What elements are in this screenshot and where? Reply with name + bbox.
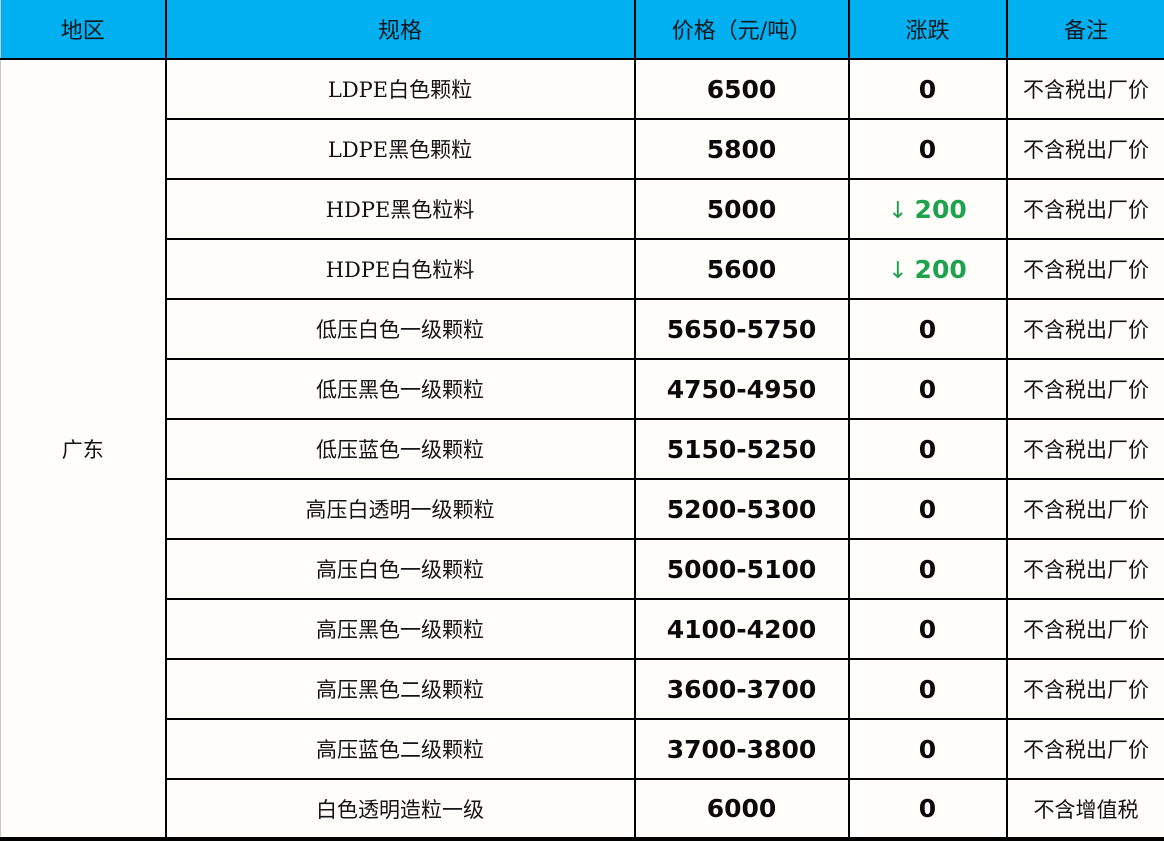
change-cell: 0	[847, 598, 1008, 660]
price-cell: 4100-4200	[633, 598, 850, 660]
change-cell: ↓ 200	[847, 238, 1008, 300]
change-value: 200	[914, 254, 967, 284]
note-cell: 不含税出厂价	[1005, 718, 1164, 780]
note-cell: 不含增值税	[1005, 778, 1164, 840]
price-cell: 4750-4950	[633, 358, 850, 420]
header-row: 地区 规格 价格（元/吨） 涨跌 备注	[0, 0, 1164, 60]
change-cell: 0	[847, 538, 1008, 600]
change-cell: 0	[847, 58, 1008, 120]
change-cell: 0	[847, 718, 1008, 780]
price-cell: 3700-3800	[633, 718, 850, 780]
column-header-note: 备注	[1005, 0, 1164, 60]
spec-cell: HDPE白色粒料	[165, 238, 636, 300]
table-row: 高压黑色一级颗粒 4100-4200 0 不含税出厂价	[1, 598, 1164, 660]
note-cell: 不含税出厂价	[1005, 358, 1164, 420]
table-body: 广东 LDPE白色颗粒 6500 0 不含税出厂价 LDPE黑色颗粒 5800 0 不含税出厂价…	[0, 58, 1164, 840]
table-row: 高压白透明一级颗粒 5200-5300 0 不含税出厂价	[1, 478, 1164, 540]
price-cell: 5000-5100	[633, 538, 850, 600]
column-header-price: 价格（元/吨）	[633, 0, 850, 60]
change-cell: 0	[847, 298, 1008, 360]
price-cell: 5650-5750	[633, 298, 850, 360]
table-row: 高压黑色二级颗粒 3600-3700 0 不含税出厂价	[1, 658, 1164, 720]
table-row: 低压白色一级颗粒 5650-5750 0 不含税出厂价	[1, 298, 1164, 360]
column-header-spec: 规格	[164, 0, 636, 60]
spec-cell: 白色透明造粒一级	[165, 778, 636, 840]
price-cell: 3600-3700	[633, 658, 850, 720]
column-header-region: 地区	[0, 0, 167, 60]
spec-cell: 低压黑色一级颗粒	[165, 358, 636, 420]
spec-cell: HDPE黑色粒料	[165, 178, 636, 240]
note-cell: 不含税出厂价	[1005, 478, 1164, 540]
spec-cell: 低压蓝色一级颗粒	[165, 418, 636, 480]
price-cell: 5150-5250	[633, 418, 850, 480]
spec-cell: 高压黑色二级颗粒	[165, 658, 636, 720]
table-row: HDPE白色粒料 5600 ↓ 200 不含税出厂价	[1, 238, 1164, 300]
table-row: LDPE黑色颗粒 5800 0 不含税出厂价	[1, 118, 1164, 180]
change-value: 200	[914, 194, 967, 224]
table-row: 白色透明造粒一级 6000 0 不含增值税	[1, 778, 1164, 840]
down-arrow-icon: ↓	[888, 257, 908, 284]
spec-cell: 高压黑色一级颗粒	[165, 598, 636, 660]
change-cell: 0	[847, 658, 1008, 720]
note-cell: 不含税出厂价	[1005, 418, 1164, 480]
note-cell: 不含税出厂价	[1005, 58, 1164, 120]
price-cell: 5000	[633, 178, 850, 240]
note-cell: 不含税出厂价	[1005, 658, 1164, 720]
region-cell: 广东	[0, 58, 167, 840]
note-cell: 不含税出厂价	[1005, 178, 1164, 240]
spec-cell: 高压蓝色二级颗粒	[165, 718, 636, 780]
change-cell: 0	[847, 358, 1008, 420]
spec-cell: LDPE黑色颗粒	[165, 118, 636, 180]
column-header-change: 涨跌	[847, 0, 1008, 60]
spec-cell: 高压白透明一级颗粒	[165, 478, 636, 540]
table-row: 低压黑色一级颗粒 4750-4950 0 不含税出厂价	[1, 358, 1164, 420]
note-cell: 不含税出厂价	[1005, 118, 1164, 180]
note-cell: 不含税出厂价	[1005, 298, 1164, 360]
change-cell: ↓ 200	[847, 178, 1008, 240]
change-cell: 0	[847, 418, 1008, 480]
price-cell: 5800	[633, 118, 850, 180]
price-cell: 6500	[633, 58, 850, 120]
spec-cell: 低压白色一级颗粒	[165, 298, 636, 360]
change-cell: 0	[847, 778, 1008, 840]
down-arrow-icon: ↓	[888, 197, 908, 224]
table-row: 广东 LDPE白色颗粒 6500 0 不含税出厂价	[0, 58, 1164, 840]
price-cell: 5200-5300	[633, 478, 850, 540]
spec-cell: 高压白色一级颗粒	[165, 538, 636, 600]
table-row: 高压白色一级颗粒 5000-5100 0 不含税出厂价	[1, 538, 1164, 600]
price-cell: 6000	[633, 778, 850, 840]
table-row: HDPE黑色粒料 5000 ↓ 200 不含税出厂价	[1, 178, 1164, 240]
table-row: 高压蓝色二级颗粒 3700-3800 0 不含税出厂价	[1, 718, 1164, 780]
price-cell: 5600	[633, 238, 850, 300]
spec-cell: LDPE白色颗粒	[164, 58, 636, 120]
change-cell: 0	[847, 478, 1008, 540]
note-cell: 不含税出厂价	[1005, 598, 1164, 660]
note-cell: 不含税出厂价	[1005, 238, 1164, 300]
change-cell: 0	[847, 118, 1008, 180]
table-row: 低压蓝色一级颗粒 5150-5250 0 不含税出厂价	[1, 418, 1164, 480]
note-cell: 不含税出厂价	[1005, 538, 1164, 600]
